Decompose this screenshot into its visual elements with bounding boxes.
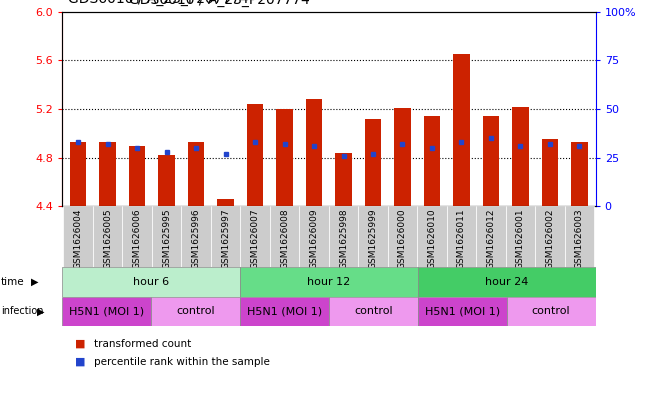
Bar — [329, 206, 358, 267]
Bar — [240, 297, 329, 326]
Text: GSM1626012: GSM1626012 — [486, 208, 495, 269]
Bar — [447, 206, 477, 267]
Bar — [247, 104, 263, 206]
Bar — [395, 108, 411, 206]
Text: GSM1626008: GSM1626008 — [280, 208, 289, 269]
Bar — [542, 140, 558, 206]
Text: H5N1 (MOI 1): H5N1 (MOI 1) — [424, 307, 500, 316]
Bar — [358, 206, 388, 267]
Text: ▶: ▶ — [37, 307, 45, 316]
Text: GSM1626006: GSM1626006 — [133, 208, 141, 269]
Bar — [217, 199, 234, 206]
Bar — [129, 145, 145, 206]
Text: GSM1625995: GSM1625995 — [162, 208, 171, 269]
Text: GSM1625997: GSM1625997 — [221, 208, 230, 269]
Bar — [329, 297, 418, 326]
Text: hour 24: hour 24 — [485, 277, 529, 287]
Text: ■: ■ — [75, 356, 85, 367]
Bar — [453, 54, 469, 206]
Text: H5N1 (MOI 1): H5N1 (MOI 1) — [247, 307, 322, 316]
Text: GSM1626002: GSM1626002 — [546, 208, 555, 269]
Bar — [535, 206, 564, 267]
Bar — [299, 206, 329, 267]
Bar — [270, 206, 299, 267]
Text: GSM1625999: GSM1625999 — [368, 208, 378, 269]
Text: hour 12: hour 12 — [307, 277, 350, 287]
Text: control: control — [354, 307, 393, 316]
Text: hour 6: hour 6 — [133, 277, 169, 287]
Text: GSM1626009: GSM1626009 — [309, 208, 318, 269]
Bar — [572, 142, 588, 206]
Text: ■: ■ — [75, 339, 85, 349]
Text: GDS6010 / A_23_P207774: GDS6010 / A_23_P207774 — [68, 0, 249, 6]
Bar — [477, 206, 506, 267]
Bar — [62, 267, 240, 297]
Bar — [512, 107, 529, 206]
Bar — [151, 297, 240, 326]
Text: ▶: ▶ — [31, 277, 39, 287]
Text: GSM1626011: GSM1626011 — [457, 208, 466, 269]
Bar — [181, 206, 211, 267]
Bar — [335, 153, 352, 206]
Bar — [365, 119, 381, 206]
Text: infection: infection — [1, 307, 43, 316]
Bar — [424, 116, 440, 206]
Text: control: control — [532, 307, 570, 316]
Bar — [564, 206, 594, 267]
Text: GSM1626003: GSM1626003 — [575, 208, 584, 269]
Text: GDS6010 / A_23_P207774: GDS6010 / A_23_P207774 — [128, 0, 309, 7]
Text: transformed count: transformed count — [94, 339, 191, 349]
Text: time: time — [1, 277, 24, 287]
Bar — [158, 155, 174, 206]
Text: GSM1626000: GSM1626000 — [398, 208, 407, 269]
Bar — [388, 206, 417, 267]
Text: GSM1625998: GSM1625998 — [339, 208, 348, 269]
Bar — [418, 297, 506, 326]
Bar — [63, 206, 93, 267]
Bar — [277, 109, 293, 206]
Bar — [240, 206, 270, 267]
Text: control: control — [176, 307, 215, 316]
Bar — [418, 267, 596, 297]
Bar — [306, 99, 322, 206]
Bar — [240, 267, 418, 297]
Bar — [188, 142, 204, 206]
Text: GSM1626007: GSM1626007 — [251, 208, 260, 269]
Bar — [62, 297, 151, 326]
Text: GSM1626001: GSM1626001 — [516, 208, 525, 269]
Text: GSM1626010: GSM1626010 — [428, 208, 436, 269]
Text: percentile rank within the sample: percentile rank within the sample — [94, 356, 270, 367]
Bar — [417, 206, 447, 267]
Bar — [152, 206, 181, 267]
Bar — [211, 206, 240, 267]
Bar — [70, 142, 86, 206]
Bar — [506, 206, 535, 267]
Bar — [122, 206, 152, 267]
Text: GSM1625996: GSM1625996 — [191, 208, 201, 269]
Bar — [506, 297, 596, 326]
Bar — [483, 116, 499, 206]
Bar — [93, 206, 122, 267]
Text: H5N1 (MOI 1): H5N1 (MOI 1) — [69, 307, 144, 316]
Bar — [100, 142, 116, 206]
Text: GSM1626005: GSM1626005 — [103, 208, 112, 269]
Text: GSM1626004: GSM1626004 — [74, 208, 83, 269]
